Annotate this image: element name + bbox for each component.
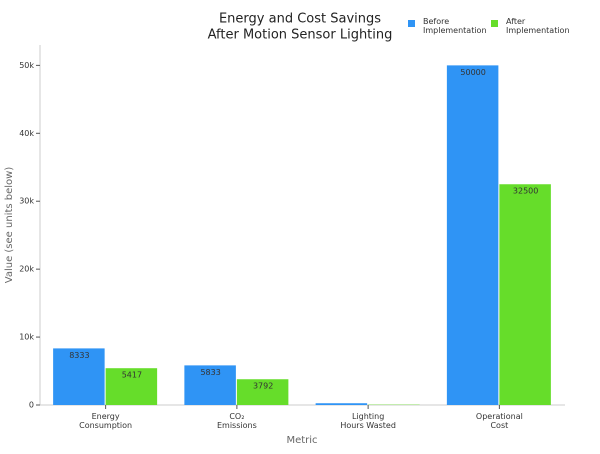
x-axis-title: Metric: [286, 435, 317, 446]
data-label: 5417: [122, 371, 142, 380]
data-label: 8333: [69, 351, 89, 360]
legend-swatch: [408, 20, 415, 27]
chart-title: After Motion Sensor Lighting: [208, 28, 393, 43]
data-label: 3792: [253, 382, 273, 391]
y-tick-label: 0: [29, 401, 34, 410]
y-tick-label: 40k: [19, 129, 34, 138]
chart-title: Energy and Cost Savings: [219, 12, 381, 27]
y-tick-label: 30k: [19, 197, 34, 206]
data-label: 32500: [513, 187, 538, 196]
y-tick-label: 50k: [19, 61, 34, 70]
bar: [447, 65, 499, 405]
bar: [316, 403, 368, 405]
data-label: 50000: [460, 68, 485, 77]
data-label: 5833: [200, 368, 220, 377]
y-tick-label: 10k: [19, 333, 34, 342]
y-tick-label: 20k: [19, 265, 34, 274]
bar: [499, 184, 551, 405]
y-axis-title: Value (see units below): [4, 167, 15, 284]
legend-swatch: [491, 20, 498, 27]
